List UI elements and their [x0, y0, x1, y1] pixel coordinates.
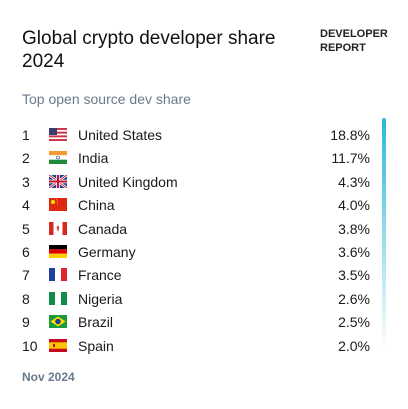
- share-value: 4.0%: [338, 197, 370, 214]
- list-row: 7 France 3.5%: [0, 265, 408, 285]
- share-value: 3.6%: [338, 244, 370, 260]
- flag-icon: [49, 151, 67, 165]
- rank: 1: [22, 127, 30, 143]
- list-row: 10 Spain 2.0%: [0, 336, 408, 356]
- share-value: 11.7%: [331, 150, 370, 167]
- flag-icon: [49, 268, 67, 282]
- country-name: China: [78, 197, 115, 214]
- share-value: 2.6%: [338, 290, 370, 307]
- list-row: 6 Germany 3.6%: [0, 242, 408, 262]
- flag-icon: [49, 174, 67, 188]
- country-name: Nigeria: [78, 290, 123, 307]
- flag-icon: [49, 315, 67, 329]
- share-value: 4.3%: [338, 173, 370, 190]
- rank: 3: [22, 173, 30, 190]
- share-value: 3.5%: [338, 267, 370, 284]
- flag-icon: [49, 221, 67, 235]
- rank: 5: [22, 220, 30, 237]
- flag-icon: [49, 128, 67, 141]
- rank: 8: [22, 290, 30, 307]
- country-name: Brazil: [78, 314, 114, 331]
- share-value: 18.8%: [330, 127, 370, 143]
- flag-icon: [49, 291, 67, 305]
- country-name: Spain: [78, 337, 114, 354]
- country-name: Germany: [78, 244, 136, 260]
- title: Global crypto developer share 2024: [22, 28, 276, 72]
- country-name: India: [78, 150, 109, 167]
- country-name: United Kingdom: [78, 173, 178, 190]
- flag-icon: [49, 198, 67, 212]
- footer: Nov 2024: [22, 370, 75, 384]
- list-row: 8 Nigeria 2.6%: [0, 289, 408, 309]
- country-name: United States: [78, 127, 163, 143]
- subtitle: Top open source dev share: [22, 91, 191, 107]
- rank: 4: [22, 197, 30, 214]
- flag-icon: [49, 245, 67, 258]
- country-name: France: [78, 267, 122, 284]
- list-row: 3 United Kingdom 4.3%: [0, 172, 408, 192]
- list-row: 4 China 4.0%: [0, 195, 408, 215]
- share-value: 3.8%: [338, 220, 370, 237]
- rank: 9: [22, 314, 30, 331]
- rank: 2: [22, 150, 30, 167]
- list-row: 1 United States 18.8%: [0, 125, 408, 145]
- rank: 6: [22, 244, 30, 260]
- share-value: 2.0%: [338, 337, 370, 354]
- share-value: 2.5%: [338, 314, 370, 331]
- brand: DEVELOPER REPORT: [320, 28, 388, 54]
- rank: 7: [22, 267, 30, 284]
- rank: 10: [22, 337, 38, 354]
- list-row: 9 Brazil 2.5%: [0, 312, 408, 332]
- list-row: 5 Canada 3.8%: [0, 219, 408, 239]
- country-name: Canada: [78, 220, 128, 237]
- scroll-bar: [382, 118, 386, 350]
- flag-icon: [49, 338, 67, 352]
- list-row: 2 India 11.7%: [0, 148, 408, 168]
